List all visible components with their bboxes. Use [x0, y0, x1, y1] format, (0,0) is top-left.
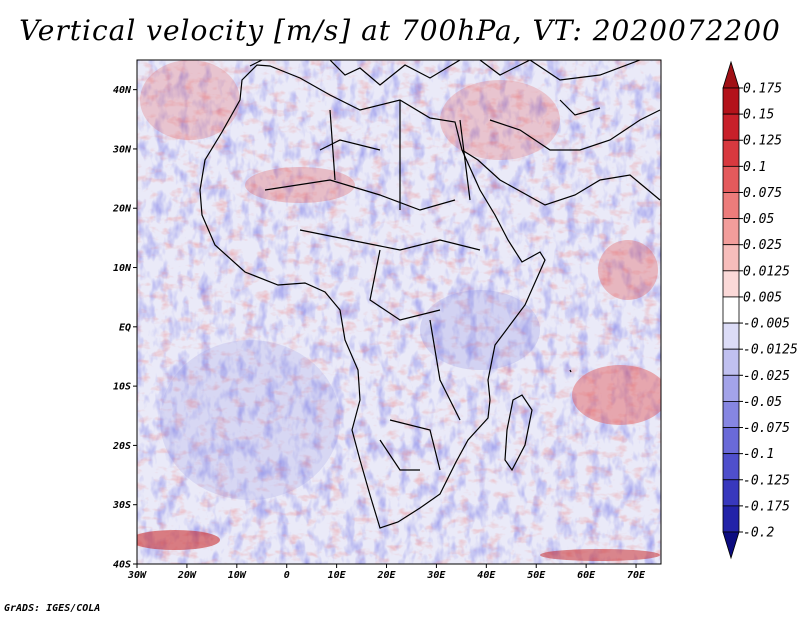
- colorbar-label: 0.175: [743, 82, 782, 97]
- colorbar-label: 0.1: [743, 160, 766, 175]
- lon-tick-label: 70E: [627, 570, 646, 581]
- lon-tick-label: 30E: [426, 570, 446, 581]
- lat-tick-label: 10N: [113, 263, 132, 274]
- lat-tick-label: EQ: [119, 322, 131, 333]
- lon-tick-label: 50E: [527, 570, 546, 581]
- colorbar-box: [722, 453, 740, 481]
- map-title: Vertical velocity [m/s] at 700hPa, VT: 2…: [19, 14, 781, 47]
- colorbar-label: -0.2: [743, 526, 774, 541]
- colorbar-box: [722, 87, 740, 115]
- colorbar-label: 0.005: [743, 290, 782, 305]
- velocity-field: [137, 60, 661, 564]
- lon-tick-label: 60E: [577, 570, 596, 581]
- colorbar: 0.175 0.15 0.125 0.1 0.075 0.05 0.025 0.0125 0.0…: [722, 60, 798, 560]
- lat-tick-label: 20S: [112, 441, 131, 452]
- colorbar-box: [722, 401, 740, 428]
- colorbar-box: [722, 139, 740, 167]
- lon-tick-label: 10E: [328, 570, 347, 581]
- lon-tick-label: 10W: [228, 570, 247, 581]
- lat-tick-label: 30S: [112, 500, 131, 511]
- footer-credit: GrADS: IGES/COLA: [4, 603, 101, 614]
- lon-axis: 30W 20W 10W 0 10E 20E 30E 40E 50E 60E 70E: [127, 564, 646, 581]
- colorbar-box: [722, 244, 740, 272]
- colorbar-box: [722, 427, 740, 455]
- colorbar-label: -0.1: [743, 447, 774, 462]
- colorbar-label: -0.125: [743, 473, 790, 488]
- colorbar-box: [722, 192, 740, 219]
- map-frame: [136, 59, 662, 565]
- colorbar-box: [722, 479, 740, 507]
- lon-tick-label: 0: [284, 570, 290, 581]
- colorbar-label: 0.0125: [743, 264, 790, 279]
- colorbar-label: 0.125: [743, 134, 782, 149]
- colorbar-label: -0.175: [743, 499, 790, 514]
- colorbar-box: [722, 165, 740, 193]
- colorbar-box: [722, 505, 740, 533]
- lon-tick-label: 30W: [127, 570, 147, 581]
- colorbar-label: 0.025: [743, 238, 782, 253]
- colorbar-label: -0.025: [743, 369, 790, 384]
- colorbar-label: 0.05: [743, 212, 774, 227]
- colorbar-box: [722, 374, 740, 402]
- colorbar-box: [722, 296, 740, 324]
- colorbar-label: -0.075: [743, 421, 790, 436]
- colorbar-box: [722, 348, 740, 376]
- colorbar-label: -0.05: [743, 395, 782, 410]
- colorbar-box: [722, 270, 740, 298]
- lat-axis: 40N 30N 20N 10N EQ 10S 20S 30S 40S: [112, 85, 137, 571]
- colorbar-bottom-arrow: [722, 531, 740, 560]
- lat-tick-label: 40N: [113, 85, 132, 96]
- coastlines: [199, 60, 661, 529]
- colorbar-label: -0.0125: [743, 343, 798, 358]
- colorbar-label: 0.075: [743, 186, 782, 201]
- lon-tick-label: 20W: [177, 570, 197, 581]
- colorbar-box: [722, 218, 740, 246]
- colorbar-box: [722, 322, 740, 350]
- lat-tick-label: 30N: [112, 144, 132, 155]
- lat-tick-label: 10S: [113, 382, 131, 393]
- lon-tick-label: 20E: [376, 570, 396, 581]
- colorbar-top-arrow: [722, 60, 740, 89]
- colorbar-label: -0.005: [743, 317, 790, 332]
- lat-tick-label: 20N: [112, 204, 132, 215]
- lon-tick-label: 40E: [477, 570, 496, 581]
- colorbar-box: [722, 113, 740, 141]
- lat-tick-label: 40S: [113, 560, 131, 571]
- colorbar-label: 0.15: [743, 108, 774, 123]
